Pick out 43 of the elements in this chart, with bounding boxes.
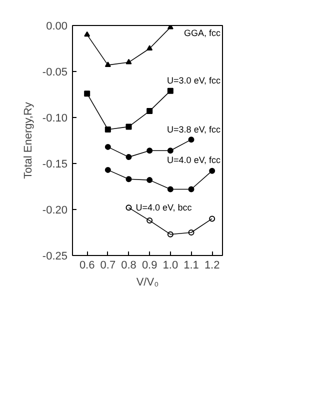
x-axis-title: V/V₀ <box>136 276 159 288</box>
point <box>104 126 111 132</box>
point <box>188 230 194 236</box>
x-tick-label: 0.9 <box>142 260 158 272</box>
y-tick-label: -0.10 <box>42 112 68 124</box>
point <box>188 186 194 192</box>
point <box>209 168 216 174</box>
x-tick-label: 0.7 <box>100 260 116 272</box>
point <box>126 124 132 130</box>
point <box>146 218 153 224</box>
point <box>146 108 153 114</box>
point <box>167 231 174 238</box>
x-tick-label: 1.1 <box>184 260 199 272</box>
point <box>104 62 111 68</box>
series-label: U=4.0 eV, bcc <box>136 202 192 213</box>
y-tick-label: -0.25 <box>42 250 68 262</box>
x-tick-label: 1.0 <box>162 260 178 272</box>
y-axis-title: Total Energy,Ry <box>22 102 34 179</box>
point <box>104 144 111 150</box>
point <box>104 166 111 173</box>
y-tick-label: -0.15 <box>42 158 68 170</box>
x-tick-label: 0.6 <box>79 260 95 272</box>
y-tick-label: 0.00 <box>46 20 68 32</box>
point <box>84 31 90 37</box>
x-tick-label: 1.2 <box>204 260 220 272</box>
point <box>146 177 153 184</box>
point <box>146 45 153 50</box>
point <box>167 186 174 192</box>
point <box>146 148 153 154</box>
point <box>126 154 132 160</box>
series-label: U=3.0 eV, fcc <box>167 76 221 86</box>
x-tick-label: 0.8 <box>121 260 136 272</box>
y-tick-label: -0.20 <box>42 204 68 216</box>
point <box>188 136 194 143</box>
point <box>167 148 174 154</box>
series-label: U=3.8 eV, fcc <box>167 124 221 134</box>
y-tick-label: -0.05 <box>42 66 68 78</box>
series-label: U=4.0 eV, fcc <box>167 154 221 165</box>
point <box>84 90 90 97</box>
point <box>126 176 132 182</box>
series-label: GGA, fcc <box>184 28 221 38</box>
point <box>167 88 174 94</box>
point <box>126 58 132 64</box>
